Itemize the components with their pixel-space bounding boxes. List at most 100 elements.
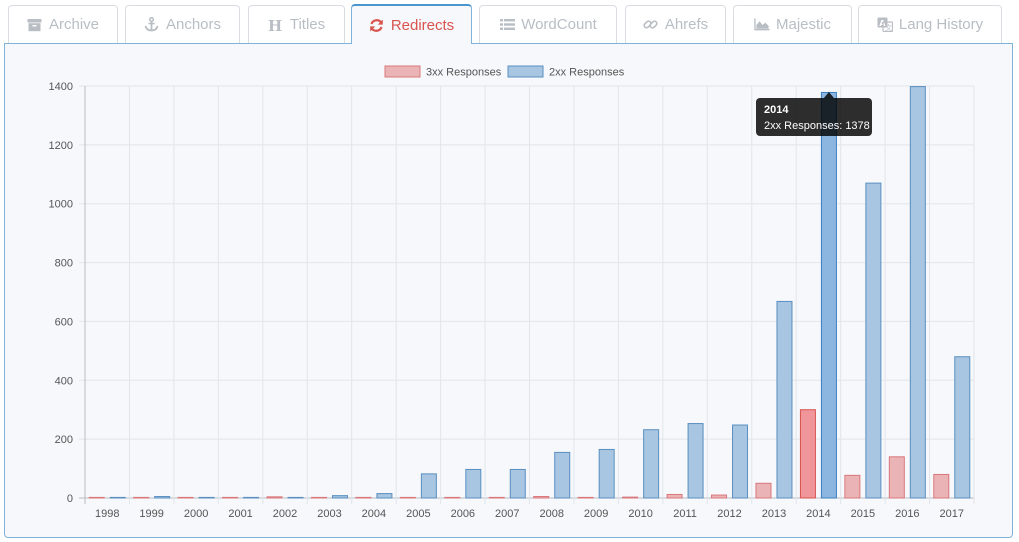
tab-ahrefs[interactable]: Ahrefs [625,5,726,43]
tab-label: WordCount [521,16,597,33]
tab-wordcount[interactable]: WordCount [479,5,617,43]
bar-3xx-2003 [310,496,327,499]
tab-archive[interactable]: Archive [8,5,118,43]
tab-label: Majestic [775,16,831,33]
bar-2xx-2016 [909,86,926,499]
svg-text:H: H [268,18,282,32]
x-tick-label: 2003 [317,508,341,520]
bar-3xx-2017 [933,473,950,499]
bar-3xx-2012 [711,494,728,499]
bar-3xx-2000 [177,496,194,499]
y-tick-label: 0 [67,493,73,505]
tab-anchors[interactable]: Anchors [125,5,240,43]
link-icon [643,17,659,33]
bar-2xx-2000 [198,496,215,499]
bar-3xx-2010 [622,496,639,499]
bar-2xx-2017 [954,356,971,499]
x-tick-label: 2010 [628,508,652,520]
bar-2xx-2006 [465,468,482,499]
bar-3xx-2011 [666,493,683,499]
bar-2xx-2009 [598,448,615,499]
bar-3xx-2015 [844,474,861,499]
x-tick-label: 2002 [273,508,297,520]
x-tick-label: 2006 [451,508,475,520]
bar-2xx-2004 [376,493,393,499]
tab-bar: Archive Anchors H Titles Redirects WordCount A… [0,0,1019,44]
bar-3xx-1998 [88,496,105,499]
tab-majestic[interactable]: Majestic [733,5,852,43]
x-tick-label: 2017 [940,508,964,520]
tooltip-box [756,98,872,136]
bar-3xx-2005 [399,496,416,499]
x-tick-label: 2004 [362,508,386,520]
x-tick-label: 2005 [406,508,430,520]
x-tick-label: 2011 [673,508,697,520]
bar-3xx-2009 [577,496,594,499]
bar-3xx-2007 [488,496,505,499]
svg-text:文: 文 [885,23,892,32]
bar-3xx-2016 [888,456,905,499]
bar-3xx-2014 [799,409,816,499]
bar-2xx-2002 [287,496,304,499]
legend-2xx-label: 2xx Responses [549,67,625,79]
tab-label: Redirects [390,16,455,34]
bar-2xx-1999 [154,496,171,499]
x-tick-label: 1999 [139,508,163,520]
bar-2xx-2014 [820,91,837,499]
bar-2xx-2010 [643,429,660,499]
legend-2xx-swatch [507,65,544,78]
bar-3xx-2002 [266,496,283,499]
y-tick-label: 1200 [49,140,73,152]
y-tick-label: 1400 [49,81,73,93]
tab-lang-history[interactable]: A 文 Lang History [858,5,1002,43]
bar-2xx-2001 [243,496,260,499]
bar-2xx-2015 [865,182,882,499]
heading-icon: H [268,17,284,33]
x-tick-label: 2007 [495,508,519,520]
tooltip-caret [823,92,834,98]
y-tick-label: 1000 [49,199,73,211]
refresh-icon [369,17,385,33]
x-tick-label: 2016 [895,508,919,520]
redirects-chart: 0 200 400 600 800 1000 1200 1400 1998 1999 2000 200… [49,65,975,520]
bar-3xx-2013 [755,482,772,499]
x-tick-label: 2013 [762,508,786,520]
legend-3xx-swatch [384,65,421,78]
tab-label: Archive [48,16,100,33]
x-tick-label: 2012 [717,508,741,520]
tab-label: Lang History [898,16,984,33]
x-tick-label: 2014 [806,508,830,520]
tooltip-body: 2xx Responses: 1378 [764,120,870,132]
x-tick-label: 1998 [95,508,119,520]
bar-3xx-1999 [133,496,150,499]
bar-2xx-2007 [509,468,526,499]
bar-2xx-1998 [109,496,126,499]
legend-3xx-label: 3xx Responses [426,67,502,79]
bar-2xx-2005 [420,473,437,499]
bar-2xx-2013 [776,300,793,499]
tooltip-title: 2014 [764,104,789,116]
anchor-icon [144,17,160,33]
bar-2xx-2012 [732,424,749,499]
list-icon [499,17,515,33]
x-tick-label: 2001 [228,508,252,520]
tab-label: Anchors [165,16,222,33]
tab-label: Titles [289,16,326,33]
y-tick-label: 800 [55,258,73,270]
bar-2xx-2003 [331,495,348,499]
tab-titles[interactable]: H Titles [248,5,345,43]
chart-panel: 0 200 400 600 800 1000 1200 1400 1998 1999 2000 200… [4,43,1013,538]
tab-label: Ahrefs [664,16,709,33]
archive-icon [27,17,43,33]
y-tick-label: 200 [55,434,73,446]
bar-3xx-2006 [444,496,461,499]
tab-redirects[interactable]: Redirects [351,4,472,44]
x-tick-label: 2000 [184,508,208,520]
bar-3xx-2001 [222,496,239,499]
bar-2xx-2008 [554,451,571,499]
bar-2xx-2011 [687,423,704,499]
area-chart-icon [754,17,770,33]
x-tick-label: 2009 [584,508,608,520]
y-tick-label: 400 [55,375,73,387]
